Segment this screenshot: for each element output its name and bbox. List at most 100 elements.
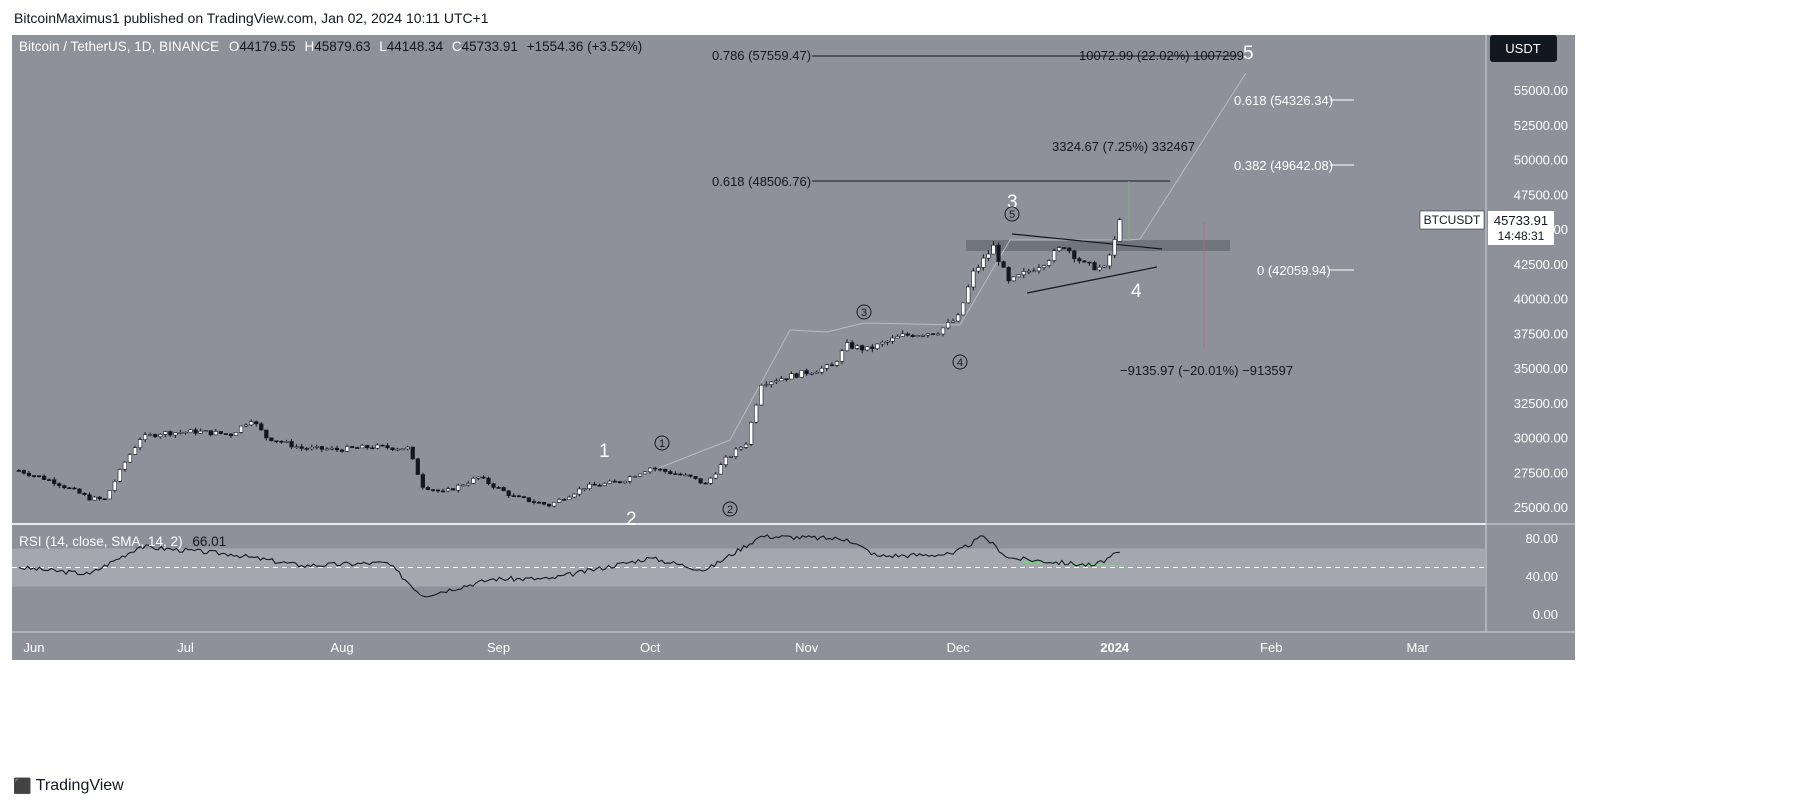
price-tick-label: 40000.00 [1514, 292, 1568, 307]
candle-body [794, 373, 799, 378]
candle-body [198, 430, 203, 434]
time-axis-ticks: Jun Jul Aug Sep Oct Nov Dec 2024 Feb Mar [24, 640, 1430, 655]
candle-body [244, 424, 249, 427]
candle-body [47, 479, 52, 481]
candle-body [748, 421, 754, 445]
time-tick-label: Aug [330, 640, 353, 655]
candle-body [647, 467, 653, 473]
circled-wave-1-text: 1 [659, 438, 665, 450]
rsi-label-text: RSI (14, close, SMA, 14, 2) [19, 534, 183, 549]
candle-body [552, 502, 557, 507]
time-tick-label: Mar [1407, 640, 1430, 655]
candle-body [572, 493, 577, 498]
time-tick-label: Feb [1260, 640, 1282, 655]
candle-body [314, 446, 319, 448]
candle-body [420, 474, 425, 488]
triangle-upper-line[interactable] [1011, 233, 1163, 250]
candle-body [577, 488, 582, 495]
currency-button-label[interactable]: USDT [1505, 41, 1540, 56]
candle-body [602, 483, 607, 486]
candle-body [991, 244, 996, 255]
candle-body [738, 446, 744, 450]
circled-wave-3-text: 3 [861, 307, 867, 319]
candle-body [370, 447, 375, 450]
time-tick-label: Jun [24, 640, 45, 655]
high-label: H [304, 39, 314, 54]
candle-body [531, 501, 537, 503]
candle-body [471, 477, 476, 484]
candle-body [678, 473, 683, 476]
candles-layer[interactable] [16, 217, 1123, 508]
candle-body [249, 421, 254, 426]
price-tag-countdown: 14:48:31 [1498, 229, 1545, 243]
candle-body [1001, 261, 1006, 268]
candle-body [764, 384, 769, 386]
candle-body [567, 496, 572, 500]
candle-body [733, 448, 739, 457]
candle-body [769, 381, 774, 385]
candle-body [233, 432, 239, 436]
candle-body [1052, 250, 1057, 261]
rsi-line[interactable] [18, 533, 1120, 598]
candle-body [425, 487, 431, 490]
time-axis[interactable] [12, 632, 1575, 660]
candle-body [238, 425, 244, 433]
candle-body [31, 475, 37, 477]
time-tick-label: Oct [640, 640, 661, 655]
chart-area[interactable]: Bitcoin / TetherUS, 1D, BINANCE O44179.5… [12, 35, 1795, 763]
candle-body [213, 431, 218, 436]
rsi-label[interactable]: RSI (14, close, SMA, 14, 2) 66.01 [19, 534, 226, 549]
candle-body [779, 378, 784, 382]
symbol-info[interactable]: Bitcoin / TetherUS, 1D, BINANCE O44179.5… [19, 39, 642, 54]
candle-body [1102, 265, 1107, 268]
candle-body [309, 446, 314, 450]
candle-body [264, 429, 269, 439]
candle-body [158, 434, 163, 438]
candle-body [289, 441, 294, 448]
circled-wave-1: 1 [654, 435, 670, 451]
candle-body [259, 423, 264, 431]
candle-body [849, 342, 855, 349]
open-label: O [229, 39, 240, 54]
candle-body [223, 433, 229, 435]
candle-body [334, 447, 340, 451]
change-value: +1554.36 (+3.52%) [527, 39, 643, 54]
triangle-lower-line[interactable] [1026, 266, 1158, 294]
resistance-zone[interactable] [966, 240, 1230, 251]
candle-body [950, 320, 956, 323]
price-tag[interactable]: BTCUSDT 45733.91 14:48:31 [1419, 210, 1554, 245]
candle-body [456, 484, 461, 491]
candle-body [57, 483, 62, 486]
candle-body [627, 476, 632, 482]
candle-body [72, 487, 77, 490]
candle-body [269, 437, 274, 442]
fib-0-label: 0 (42059.94) [1257, 263, 1331, 278]
rsi-tick-label: 40.00 [1525, 569, 1558, 584]
candle-body [668, 471, 673, 474]
candle-body [986, 253, 991, 259]
fib-786-label: 0.786 (57559.47) [712, 48, 811, 63]
candle-body [466, 483, 471, 486]
candle-body [430, 489, 436, 491]
price-tick-label: 30000.00 [1514, 431, 1568, 446]
price-pane[interactable] [12, 35, 1486, 523]
price-axis[interactable] [1486, 35, 1575, 632]
candle-body [1016, 274, 1021, 278]
candle-body [385, 445, 390, 449]
candle-body [178, 432, 183, 434]
candle-body [526, 497, 531, 502]
symbol-name[interactable]: Bitcoin / TetherUS, 1D, BINANCE [19, 39, 219, 54]
candle-body [875, 343, 880, 349]
currency-button[interactable]: USDT [1490, 35, 1557, 62]
candle-body [304, 448, 309, 450]
tradingview-logo[interactable]: ⬛ TradingView [13, 777, 124, 795]
candle-body [834, 361, 840, 366]
candle-body [723, 456, 728, 465]
candle-body [516, 495, 521, 498]
circled-wave-5-text: 5 [1009, 209, 1015, 221]
candle-body [945, 322, 951, 329]
candle-body [132, 447, 138, 455]
fib-382-label: 0.382 (49642.08) [1234, 158, 1333, 173]
candle-body [153, 434, 158, 438]
candle-body [339, 449, 345, 452]
